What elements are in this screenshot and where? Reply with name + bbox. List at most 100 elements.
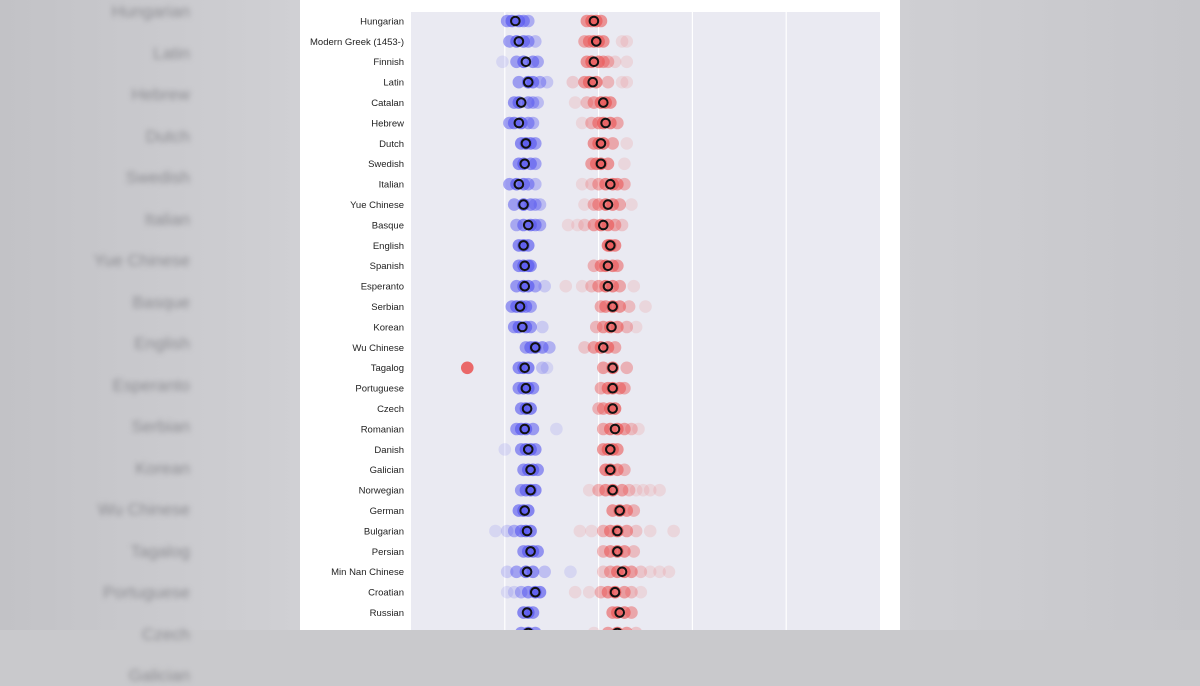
category-label: Dutch — [379, 139, 404, 150]
red-data-point — [601, 55, 615, 69]
blue-mean-marker — [529, 586, 541, 598]
backdrop-label: Basque — [132, 292, 190, 312]
blue-mean-marker — [521, 525, 533, 537]
red-data-point — [627, 504, 641, 517]
category-label: Tagalog — [371, 363, 404, 374]
red-mean-marker — [602, 260, 614, 272]
red-outlier-point — [460, 361, 474, 375]
category-label: Catalan — [371, 98, 404, 109]
blue-data-point — [524, 300, 537, 313]
red-data-point — [618, 422, 631, 436]
red-data-point — [618, 463, 631, 477]
blue-data-point — [564, 565, 577, 579]
blue-mean-marker — [523, 627, 533, 630]
red-data-point — [627, 279, 641, 293]
red-mean-marker — [612, 546, 623, 557]
red-data-point — [629, 483, 643, 497]
blue-data-point — [543, 341, 556, 354]
category-label: Min Nan Chinese — [331, 567, 404, 578]
category-label: Portuguese — [355, 384, 404, 395]
red-mean-marker — [605, 240, 616, 251]
blue-data-point — [500, 524, 514, 538]
red-mean-marker — [612, 525, 623, 537]
red-data-point — [611, 116, 624, 130]
red-data-point — [596, 55, 610, 69]
red-data-point — [608, 55, 622, 69]
blue-data-point — [521, 35, 535, 48]
blue-data-point — [536, 361, 549, 375]
blue-data-point — [533, 198, 547, 211]
backdrop-right-panel — [900, 0, 1200, 630]
category-label: Serbian — [371, 302, 404, 313]
red-data-point — [618, 585, 631, 599]
blue-mean-marker — [520, 138, 532, 149]
blue-data-point — [521, 14, 535, 28]
category-label: Wu Chinese — [352, 343, 404, 354]
red-data-point — [636, 483, 650, 497]
category-label: Norwegian — [359, 486, 404, 497]
backdrop-label: Korean — [135, 458, 190, 478]
backdrop-label: Dutch — [145, 126, 190, 146]
category-label: Latin — [383, 78, 404, 89]
red-mean-marker — [609, 423, 621, 435]
red-data-point — [575, 177, 589, 191]
plot-area — [411, 12, 880, 630]
blue-mean-marker — [518, 240, 529, 251]
category-label: Italian — [379, 180, 404, 191]
blue-mean-marker — [513, 178, 525, 190]
blue-mean-marker — [520, 382, 532, 394]
red-data-point — [571, 218, 584, 232]
red-mean-marker — [588, 15, 600, 27]
backdrop-label: Esperanto — [112, 375, 191, 395]
red-data-point — [621, 626, 633, 630]
red-mean-marker — [590, 36, 602, 47]
category-label: Spanish — [370, 261, 404, 272]
red-data-point — [620, 75, 634, 89]
category-label: German — [370, 506, 404, 517]
category-label: Danish — [374, 445, 404, 456]
red-data-point — [615, 218, 629, 232]
red-mean-marker — [602, 199, 614, 210]
red-data-point — [620, 55, 634, 69]
category-label: English — [373, 241, 404, 252]
red-data-point — [618, 381, 631, 395]
blue-mean-marker — [522, 444, 534, 455]
red-data-point — [662, 565, 676, 579]
category-label: Finnish — [373, 57, 404, 68]
red-data-point — [620, 524, 634, 538]
blue-data-point — [529, 626, 541, 630]
blue-data-point — [512, 96, 526, 109]
red-mean-marker — [607, 403, 618, 414]
red-data-point — [578, 218, 591, 232]
blue-data-point — [498, 443, 512, 456]
red-data-point — [611, 259, 624, 273]
red-data-point — [608, 341, 622, 354]
category-label: Modern Greek (1453-) — [310, 37, 404, 48]
category-label: Swedish — [368, 159, 404, 170]
chart-card: Hungarian Modern Greek (1453-) Finnish Lati… — [300, 0, 900, 630]
red-data-point — [615, 483, 629, 497]
blue-data-point — [507, 198, 521, 211]
red-data-point — [608, 402, 622, 415]
red-mean-marker — [607, 382, 618, 394]
category-label: Bulgarian — [364, 526, 404, 537]
blue-data-point — [500, 585, 514, 599]
red-data-point — [629, 320, 643, 334]
red-data-point — [625, 565, 638, 579]
red-mean-marker — [607, 362, 618, 374]
blue-data-point — [536, 320, 549, 334]
backdrop-label: Hebrew — [131, 85, 190, 104]
blue-data-point — [521, 116, 535, 130]
red-data-point — [575, 116, 589, 130]
red-data-point — [625, 422, 638, 436]
red-data-point — [627, 545, 641, 558]
backdrop-label: Italian — [144, 209, 190, 229]
red-data-point — [618, 177, 631, 191]
category-label: Korean — [373, 322, 404, 333]
red-data-point — [585, 177, 598, 191]
blue-data-point — [526, 422, 540, 436]
red-data-point — [588, 626, 600, 630]
blue-mean-marker — [518, 199, 529, 210]
red-mean-marker — [614, 607, 626, 618]
blue-data-point — [507, 585, 521, 599]
